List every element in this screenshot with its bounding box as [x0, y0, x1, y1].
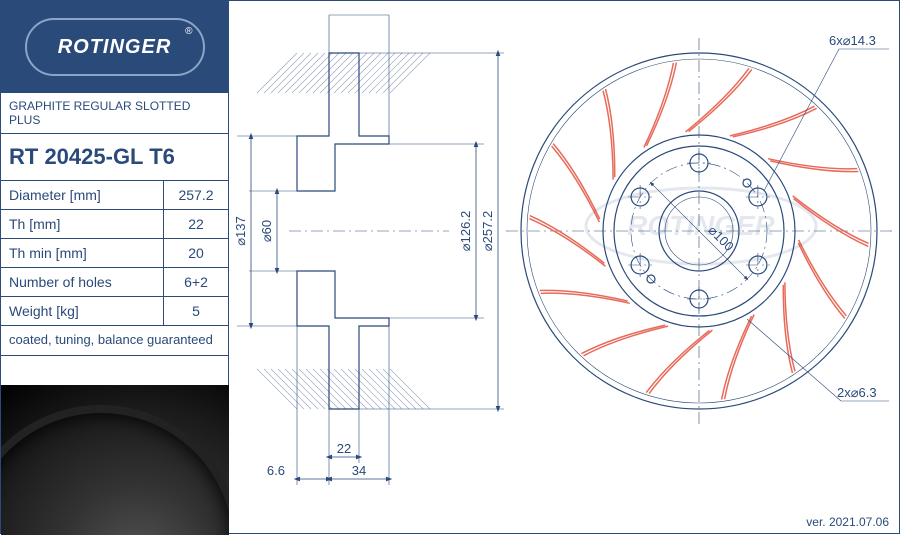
- svg-text:22: 22: [337, 441, 351, 456]
- drawing-svg: ⌀100 ⌀257.2 ⌀126.2 ⌀60 ⌀137 2234 6.6 6x⌀14.3 2x…: [229, 1, 900, 535]
- spec-row: Th min [mm]20: [1, 239, 228, 268]
- spec-row: Th [mm]22: [1, 210, 228, 239]
- spec-row: Number of holes6+2: [1, 268, 228, 297]
- brand-name: ROTINGER: [58, 36, 172, 59]
- brand-logo: ROTINGER ®: [25, 18, 205, 76]
- svg-text:6.6: 6.6: [267, 463, 285, 478]
- product-line: GRAPHITE REGULAR SLOTTED PLUS: [1, 93, 228, 134]
- spec-value: 20: [164, 239, 228, 267]
- spec-label: Weight [kg]: [1, 297, 164, 325]
- spec-row: Diameter [mm]257.2: [1, 181, 228, 210]
- svg-text:2x⌀6.3: 2x⌀6.3: [837, 385, 877, 400]
- spec-value: 257.2: [164, 181, 228, 209]
- spec-label: Diameter [mm]: [1, 181, 164, 209]
- version-label: ver. 2021.07.06: [806, 515, 889, 529]
- part-number: RT 20425-GL T6: [1, 134, 228, 181]
- svg-text:⌀137: ⌀137: [233, 216, 248, 246]
- svg-text:⌀126.2: ⌀126.2: [458, 211, 473, 251]
- svg-text:6x⌀14.3: 6x⌀14.3: [829, 33, 876, 48]
- spec-row: Weight [kg]5: [1, 297, 228, 326]
- svg-text:34: 34: [352, 463, 366, 478]
- spec-sidebar: ROTINGER ® GRAPHITE REGULAR SLOTTED PLUS…: [1, 1, 229, 535]
- svg-text:⌀257.2: ⌀257.2: [480, 211, 495, 251]
- spec-label: Th [mm]: [1, 210, 164, 238]
- spec-table: Diameter [mm]257.2Th [mm]22Th min [mm]20…: [1, 181, 228, 326]
- logo-area: ROTINGER ®: [1, 1, 228, 93]
- technical-drawing: ROTINGER ⌀100 ⌀257.2⌀126.2⌀60⌀13722346.6…: [229, 1, 900, 535]
- spec-value: 22: [164, 210, 228, 238]
- spec-label: Th min [mm]: [1, 239, 164, 267]
- spec-label: Number of holes: [1, 268, 164, 296]
- svg-text:⌀60: ⌀60: [259, 220, 274, 242]
- spec-note: coated, tuning, balance guaranteed: [1, 326, 228, 356]
- spec-value: 5: [164, 297, 228, 325]
- registered-mark: ®: [185, 26, 192, 37]
- spec-value: 6+2: [164, 268, 228, 296]
- brake-photo: [1, 385, 229, 535]
- svg-text:⌀100: ⌀100: [705, 223, 736, 254]
